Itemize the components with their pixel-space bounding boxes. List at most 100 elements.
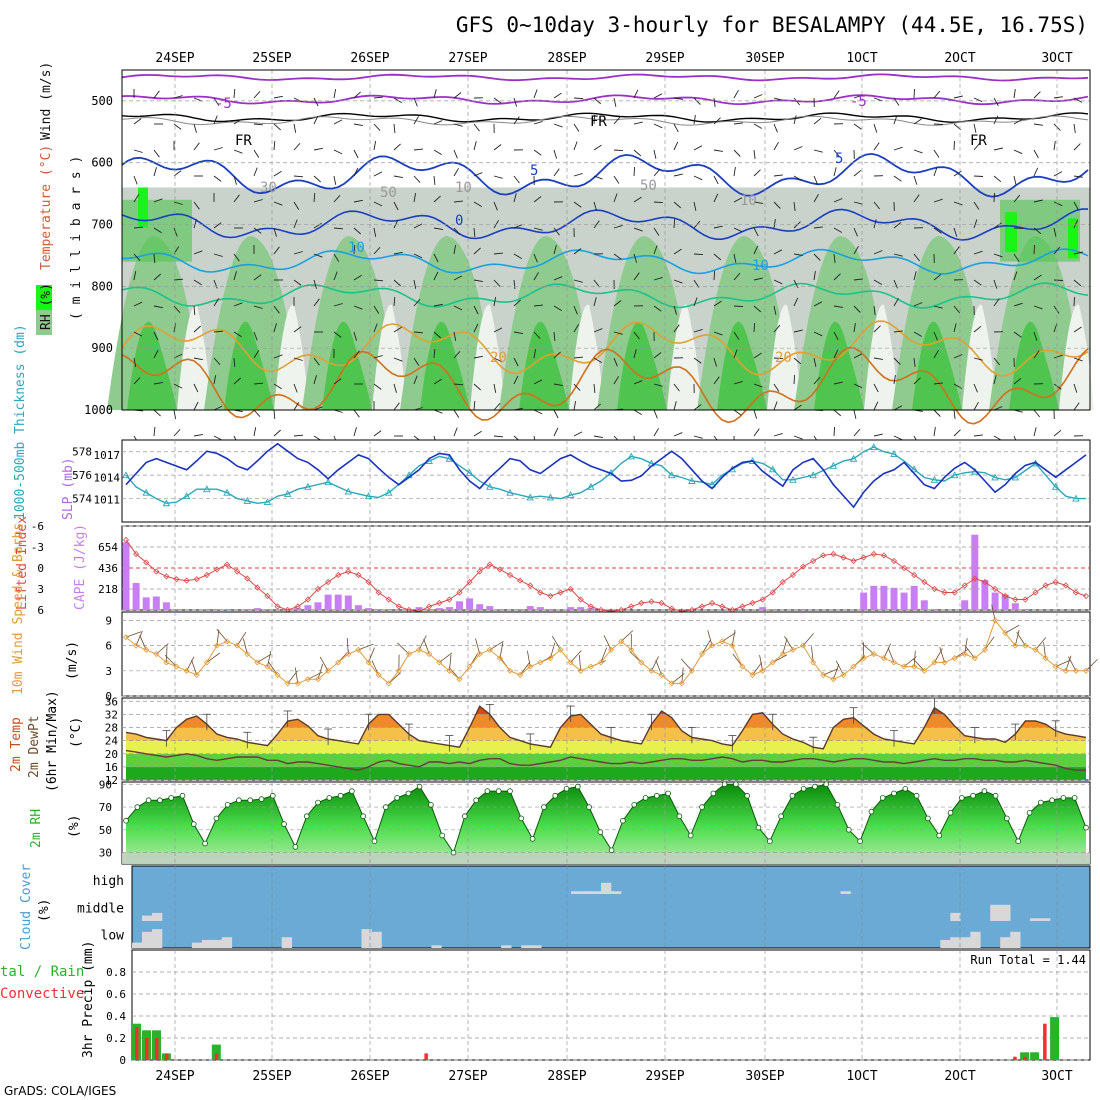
wind-barb: [733, 89, 739, 99]
wind-barb: [193, 433, 203, 437]
wind-barb: [913, 194, 920, 203]
wind-barb: [913, 118, 922, 125]
wind-barb: [353, 427, 357, 437]
wind-barb: [793, 175, 803, 181]
wind-barb: [273, 140, 276, 151]
wind-barb: [773, 432, 783, 437]
wind-barb: [953, 201, 963, 206]
wind-barb: [553, 409, 559, 419]
wind-barb: [1053, 323, 1058, 333]
thickness-point: [546, 493, 555, 501]
wind-barb: [133, 194, 140, 203]
wind-barb: [433, 253, 439, 263]
wind-barb: [253, 409, 261, 418]
wind-barb: [753, 277, 763, 281]
lifted-point: [557, 589, 564, 596]
label-rh2m-unit: (%): [67, 815, 82, 838]
wind-barb: [273, 305, 280, 314]
rh-bright-patch: [138, 187, 148, 228]
wind10-point: [466, 663, 473, 670]
wind-barb: [213, 222, 222, 229]
wind10-barb: [1055, 659, 1071, 667]
wind-barb: [873, 201, 881, 210]
wind-barb: [753, 428, 760, 437]
wind-barb: [293, 142, 301, 151]
wind-barb: [833, 273, 841, 281]
wind10-point: [638, 659, 645, 666]
rh-bright-patch: [1068, 218, 1078, 259]
wind-barb: [853, 169, 862, 177]
rh-patch-left: [122, 199, 192, 262]
wind10-point: [203, 659, 210, 666]
lifted-point: [345, 568, 352, 575]
wind-barb: [593, 383, 596, 394]
wind-barb: [733, 149, 741, 157]
date-label-top: 30SEP: [745, 51, 784, 66]
wind10-barb: [418, 635, 427, 650]
wind-barb: [973, 123, 977, 133]
upper-rh-fills: [107, 187, 1094, 410]
cape-bar: [344, 595, 352, 610]
thickness-point: [991, 473, 999, 481]
wind-barb: [633, 196, 642, 203]
wind-barb: [433, 120, 443, 125]
thickness-slp-panel: 574 576 578 1011 1014 1017 1000-500mb Thickne…: [13, 324, 1091, 523]
lifted-point: [325, 578, 332, 586]
rh-point: [1083, 824, 1089, 831]
wind-barb: [193, 325, 202, 333]
thickness-point: [283, 489, 292, 497]
wind10-point: [244, 650, 251, 658]
wind10-barb: [1035, 637, 1047, 651]
wind-barb: [473, 172, 483, 177]
rh-plume-moist: [814, 321, 864, 410]
wind-barb: [313, 147, 323, 151]
rh-point: [145, 797, 152, 803]
wind-barb: [913, 149, 923, 154]
wind-barb: [413, 175, 421, 183]
wind-barb: [413, 357, 420, 366]
wind-barb: [133, 226, 144, 229]
wind10-point: [143, 646, 150, 653]
lifted-point: [234, 568, 241, 575]
rh-line: [125, 783, 1087, 854]
wind10-point: [1032, 646, 1039, 653]
cloud-bar: [132, 942, 143, 948]
lifted-point: [274, 603, 281, 610]
wind-barb: [393, 402, 400, 411]
wind-barb: [673, 97, 683, 100]
lifted-point: [840, 554, 847, 561]
wind10-point: [506, 667, 514, 674]
wind-barb: [473, 323, 479, 333]
cloud-bar: [591, 891, 602, 894]
wind10-point: [567, 659, 574, 666]
wind-barb: [233, 271, 237, 281]
wind10-point: [951, 655, 958, 662]
wind10-barb: [772, 654, 788, 663]
rh-point: [1060, 795, 1067, 801]
wind-barb: [653, 93, 663, 99]
wind-barb: [353, 244, 356, 255]
label-rh2m: 2m RH: [29, 809, 44, 848]
temp-tick-label: 24: [105, 735, 119, 748]
date-label-top: 26SEP: [350, 51, 389, 66]
rh-point: [303, 813, 310, 819]
precip-conv-bar: [164, 1053, 169, 1060]
wind-barb: [393, 296, 396, 307]
wind-barb: [733, 305, 744, 308]
wind10-point: [223, 638, 231, 645]
lifted-point: [658, 599, 665, 607]
wind-barb: [513, 299, 521, 307]
wind-barb: [793, 357, 802, 365]
wind-barb: [253, 382, 264, 385]
wind10-point: [769, 659, 776, 666]
wind10-point: [1052, 663, 1059, 670]
wind10-point: [779, 650, 786, 658]
cape-bar: [223, 609, 231, 610]
rh-point: [168, 795, 175, 801]
wind-barb: [873, 219, 877, 229]
date-label-bottom: 24SEP: [155, 1069, 194, 1084]
wind10-point: [415, 646, 423, 653]
wind-barb: [273, 170, 282, 177]
rh-point: [281, 821, 287, 827]
wind-barb: [933, 305, 943, 309]
